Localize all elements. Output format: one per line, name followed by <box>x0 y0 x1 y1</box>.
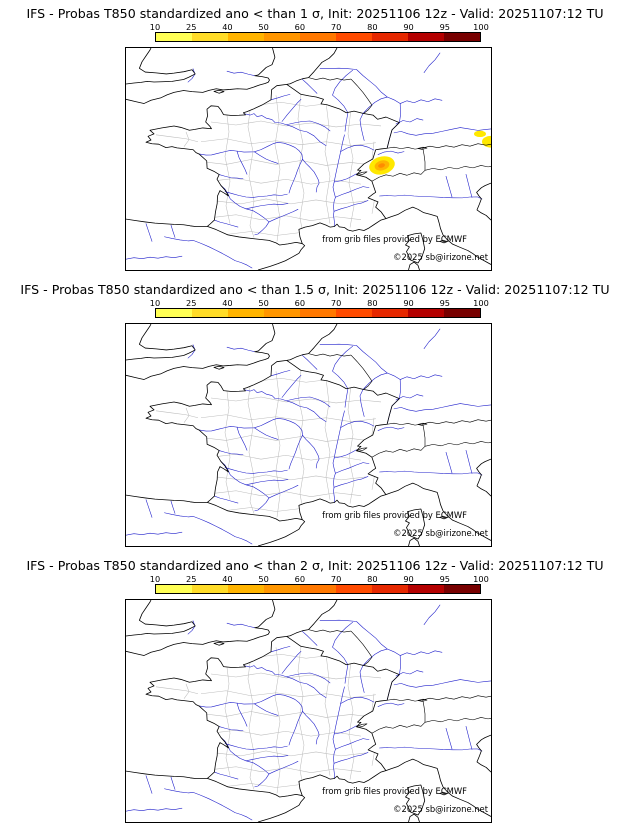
france-map: from grib files provided by ECMWF ©2025 … <box>125 323 492 547</box>
colorbar-gradient <box>155 308 481 318</box>
colorbar-tick-label: 25 <box>185 574 197 584</box>
colorbar-tick-label: 50 <box>258 298 269 308</box>
colorbar-segment <box>156 309 192 317</box>
panel-2: IFS - Probas T850 standardized ano < tha… <box>0 276 630 552</box>
colorbar-tick-labels: 10 25 40 50 60 70 80 90 95 100 <box>150 22 489 32</box>
colorbar-tick-label: 10 <box>149 574 161 584</box>
colorbar-tick-label: 50 <box>258 574 269 584</box>
data-credit: from grib files provided by ECMWF <box>322 786 467 796</box>
copyright-text: ©2025 sb@irizone.net <box>393 252 488 262</box>
data-credit: from grib files provided by ECMWF <box>322 510 467 520</box>
anomaly-overlay <box>369 130 491 175</box>
france-map: from grib files provided by ECMWF ©2025 … <box>125 47 492 271</box>
colorbar-tick-label: 40 <box>222 574 233 584</box>
colorbar-segment <box>264 309 300 317</box>
colorbar-segment <box>192 309 228 317</box>
panel-title: IFS - Probas T850 standardized ano < tha… <box>26 558 604 573</box>
colorbar-segment <box>444 33 480 41</box>
probability-colorbar: 10 25 40 50 60 70 80 90 95 100 <box>150 574 489 594</box>
colorbar-segment <box>156 585 192 593</box>
copyright-text: ©2025 sb@irizone.net <box>393 528 488 538</box>
colorbar-tick-label: 10 <box>149 298 161 308</box>
colorbar-segment <box>444 309 480 317</box>
colorbar-tick-label: 95 <box>439 298 450 308</box>
france-map: from grib files provided by ECMWF ©2025 … <box>125 599 492 823</box>
colorbar-segment <box>372 33 408 41</box>
colorbar-segment <box>444 585 480 593</box>
colorbar-tick-label: 50 <box>258 22 269 32</box>
colorbar-segment <box>336 585 372 593</box>
probability-colorbar: 10 25 40 50 60 70 80 90 95 100 <box>150 22 489 42</box>
colorbar-segment <box>372 585 408 593</box>
colorbar-segment <box>264 585 300 593</box>
colorbar-segment <box>192 585 228 593</box>
colorbar-segment <box>300 33 336 41</box>
colorbar-segment <box>336 33 372 41</box>
colorbar-tick-label: 100 <box>473 298 489 308</box>
colorbar-tick-label: 80 <box>367 298 378 308</box>
colorbar-tick-label: 100 <box>473 22 489 32</box>
colorbar-tick-label: 25 <box>185 22 197 32</box>
colorbar-tick-label: 90 <box>403 574 414 584</box>
colorbar-segment <box>192 33 228 41</box>
colorbar-segment <box>372 309 408 317</box>
colorbar-gradient <box>155 32 481 42</box>
colorbar-tick-label: 70 <box>330 22 342 32</box>
panel-3: IFS - Probas T850 standardized ano < tha… <box>0 552 630 828</box>
probability-colorbar: 10 25 40 50 60 70 80 90 95 100 <box>150 298 489 318</box>
colorbar-tick-label: 10 <box>149 22 161 32</box>
anomaly-blob-southeast-core <box>378 163 385 168</box>
colorbar-tick-label: 90 <box>403 22 414 32</box>
colorbar-segment <box>336 309 372 317</box>
colorbar-tick-label: 70 <box>330 298 342 308</box>
anomaly-patch-east-lower <box>482 135 491 148</box>
panel-1: IFS - Probas T850 standardized ano < tha… <box>0 0 630 276</box>
colorbar-segment <box>228 309 264 317</box>
data-credit: from grib files provided by ECMWF <box>322 234 467 244</box>
colorbar-tick-label: 100 <box>473 574 489 584</box>
colorbar-gradient <box>155 584 481 594</box>
colorbar-tick-label: 60 <box>294 22 306 32</box>
colorbar-tick-label: 80 <box>367 22 378 32</box>
colorbar-tick-label: 95 <box>439 22 450 32</box>
colorbar-tick-label: 70 <box>330 574 342 584</box>
panel-title: IFS - Probas T850 standardized ano < tha… <box>26 6 604 21</box>
colorbar-tick-label: 60 <box>294 298 306 308</box>
colorbar-segment <box>408 33 444 41</box>
copyright-text: ©2025 sb@irizone.net <box>393 804 488 814</box>
colorbar-tick-label: 40 <box>222 298 233 308</box>
colorbar-tick-label: 40 <box>222 22 233 32</box>
colorbar-segment <box>408 585 444 593</box>
colorbar-segment <box>264 33 300 41</box>
colorbar-tick-label: 80 <box>367 574 378 584</box>
colorbar-segment <box>300 585 336 593</box>
panel-title: IFS - Probas T850 standardized ano < tha… <box>20 282 610 297</box>
colorbar-tick-label: 95 <box>439 574 450 584</box>
colorbar-tick-label: 60 <box>294 574 306 584</box>
colorbar-segment <box>408 309 444 317</box>
colorbar-tick-label: 25 <box>185 298 197 308</box>
colorbar-tick-labels: 10 25 40 50 60 70 80 90 95 100 <box>150 298 489 308</box>
colorbar-segment <box>228 33 264 41</box>
colorbar-segment <box>156 33 192 41</box>
colorbar-tick-labels: 10 25 40 50 60 70 80 90 95 100 <box>150 574 489 584</box>
colorbar-segment <box>300 309 336 317</box>
colorbar-tick-label: 90 <box>403 298 414 308</box>
colorbar-segment <box>228 585 264 593</box>
map-canvas <box>126 48 491 270</box>
anomaly-patch-east-upper <box>474 130 486 137</box>
